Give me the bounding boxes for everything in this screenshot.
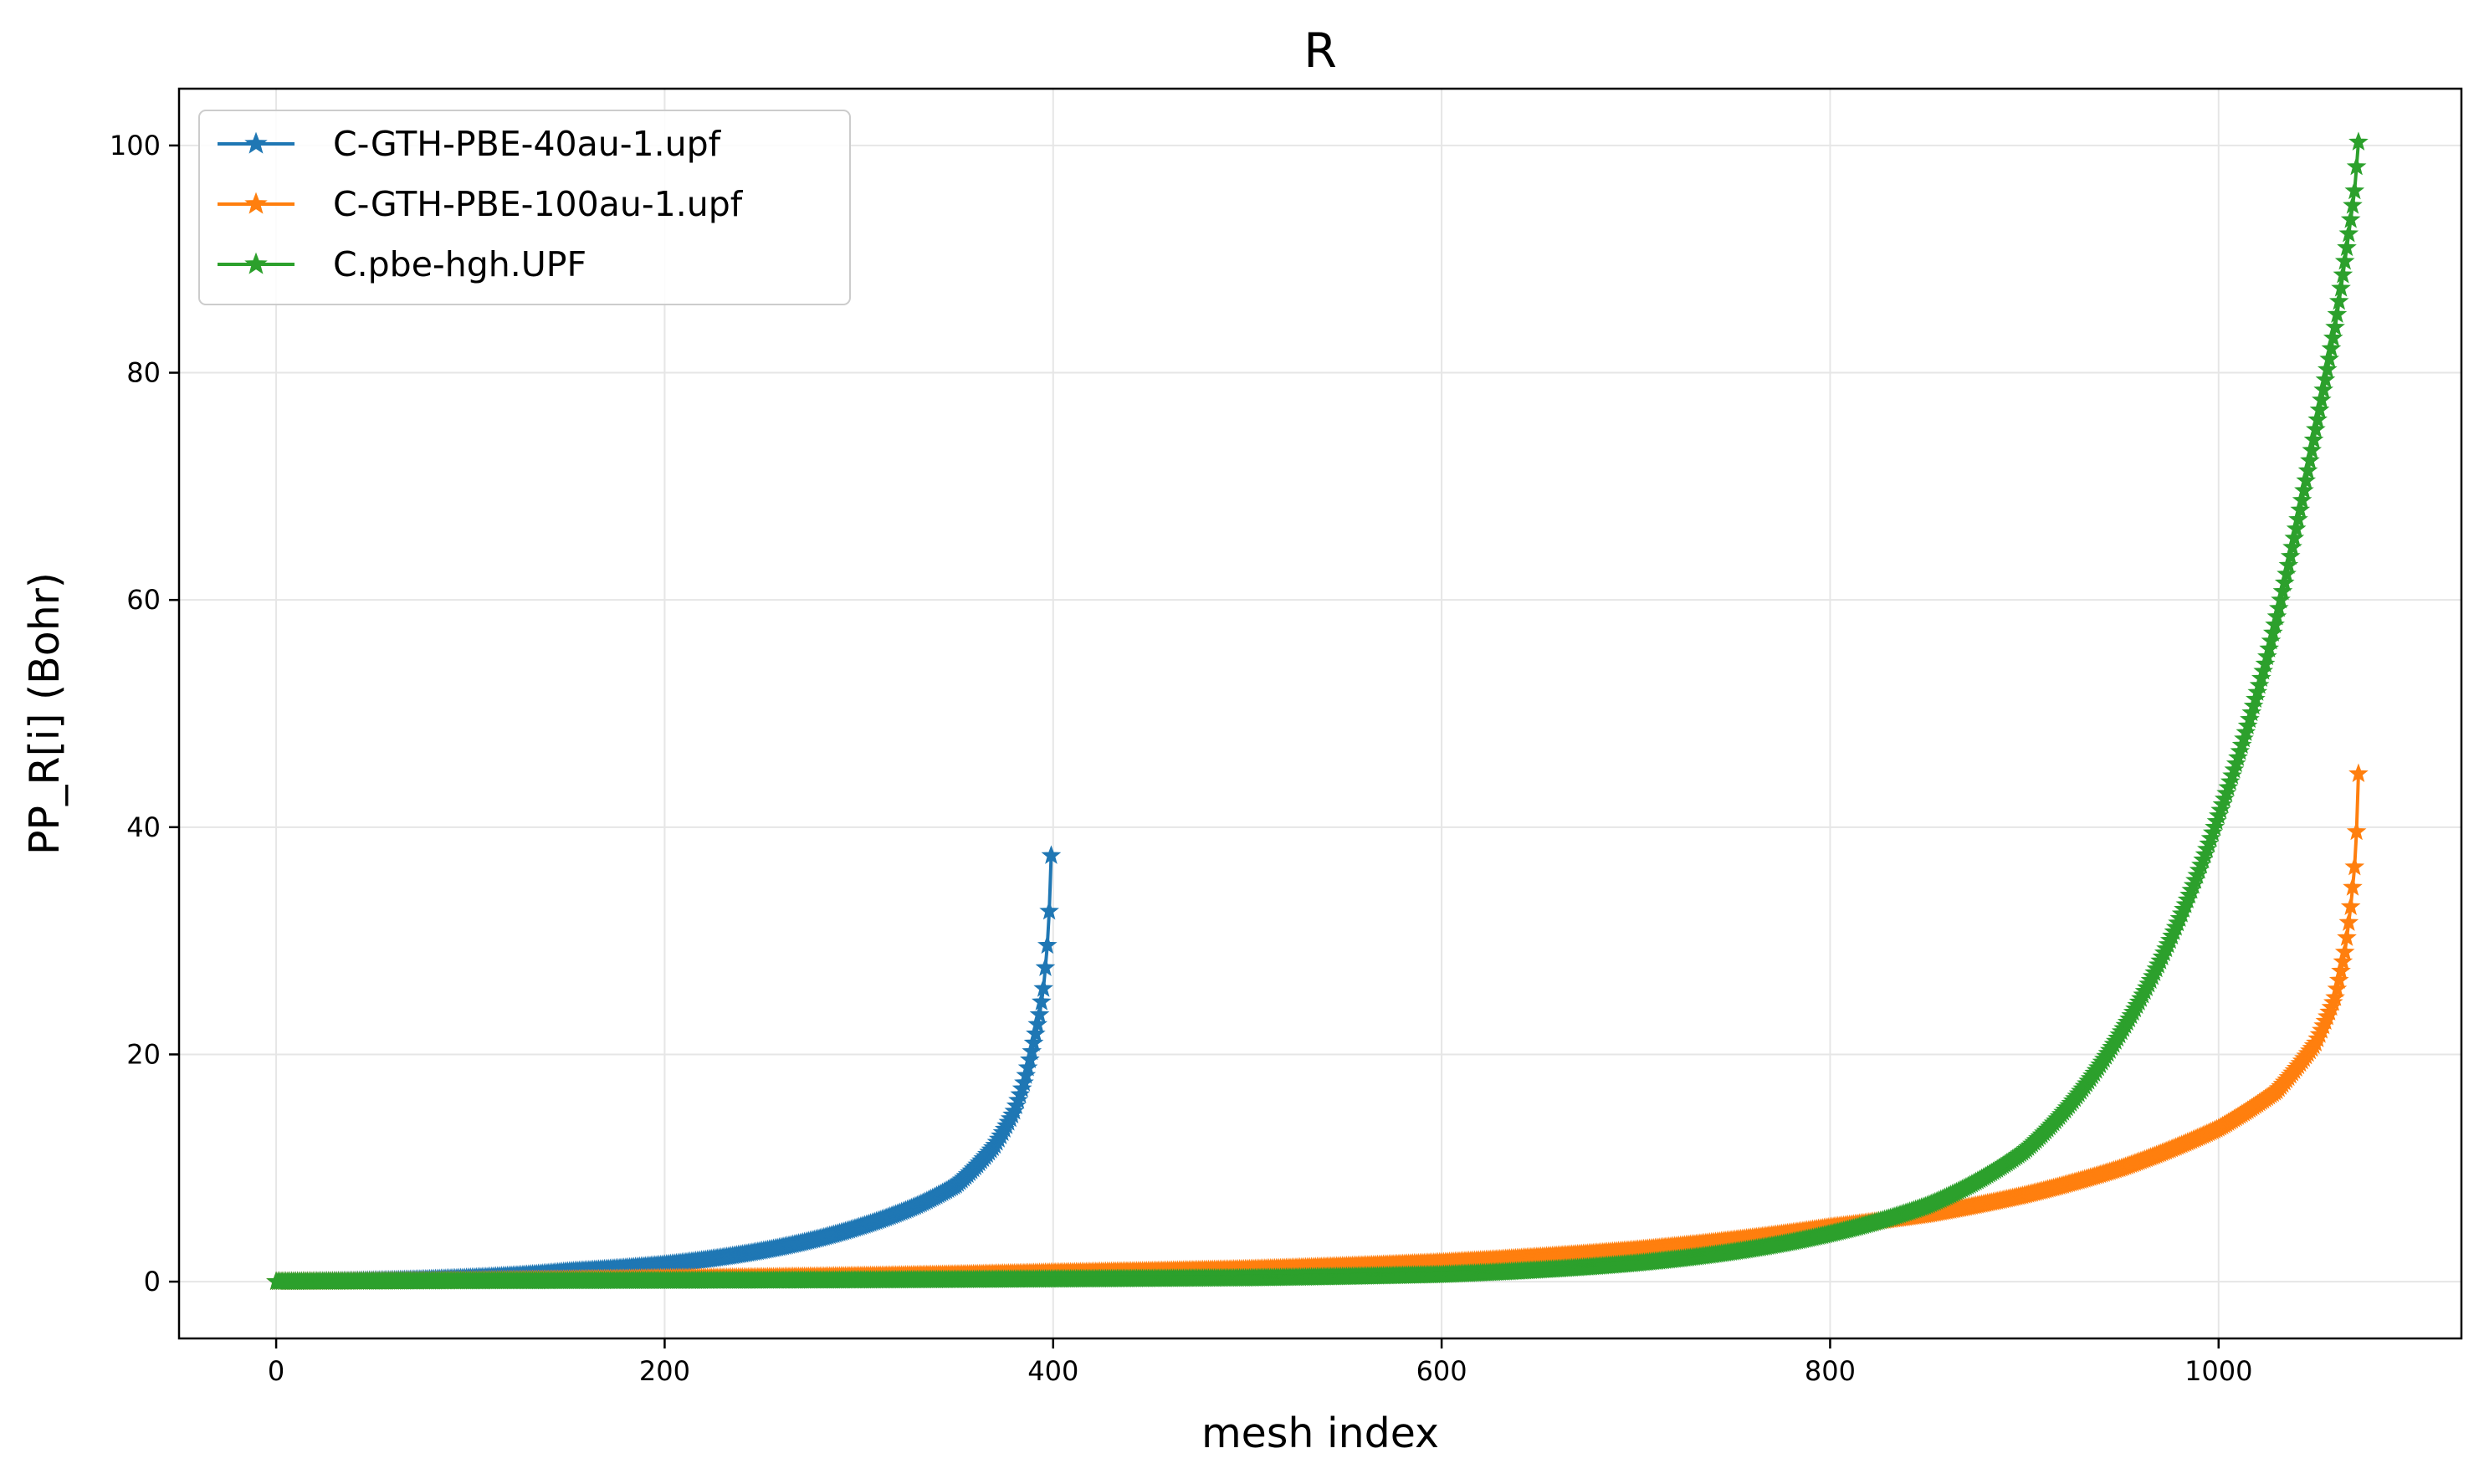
data-point	[2348, 131, 2369, 151]
data-point	[2303, 429, 2324, 449]
data-point	[2346, 821, 2367, 841]
legend-marker	[244, 131, 268, 154]
data-point	[2337, 927, 2357, 946]
data-point	[2317, 359, 2338, 378]
legend: C-GTH-PBE-40au-1.upf C-GTH-PBE-100au-1.up…	[198, 110, 851, 305]
data-point	[1033, 978, 1053, 997]
legend-entry: C-GTH-PBE-40au-1.upf	[218, 124, 722, 164]
data-point	[2325, 316, 2345, 336]
y-tick-label: 40	[126, 811, 161, 843]
y-axis-label: PP_R[i] (Bohr)	[21, 572, 69, 855]
data-point	[1035, 957, 1056, 976]
data-point	[2338, 912, 2359, 931]
x-tick-label: 600	[1416, 1355, 1467, 1387]
series-3	[266, 131, 2369, 1291]
data-point	[2340, 896, 2361, 915]
series-markers	[266, 131, 2369, 1291]
data-point	[1032, 991, 1052, 1011]
data-point	[2334, 941, 2355, 961]
x-tick-label: 1000	[2184, 1355, 2252, 1387]
data-point	[2344, 180, 2365, 200]
data-point	[2328, 290, 2349, 310]
data-point	[2321, 338, 2342, 357]
legend-marker	[244, 252, 268, 274]
data-point	[2343, 877, 2363, 896]
legend-marker	[244, 192, 268, 214]
ticks: 0 200 400 600 800 1000 0 20 40 60 80 100	[110, 130, 2253, 1387]
data-point	[2337, 237, 2357, 257]
y-tick-label: 80	[126, 357, 161, 389]
data-point	[2331, 278, 2351, 297]
x-tick-label: 800	[1805, 1355, 1856, 1387]
x-tick-label: 200	[639, 1355, 690, 1387]
legend-label: C-GTH-PBE-100au-1.upf	[333, 184, 744, 224]
data-point	[2334, 251, 2355, 270]
data-point	[2340, 209, 2361, 228]
grid	[179, 89, 2461, 1338]
x-axis-label: mesh index	[1201, 1410, 1439, 1457]
x-tick-label: 0	[268, 1355, 284, 1387]
series-layer	[266, 131, 2369, 1291]
data-point	[1037, 934, 1058, 954]
data-point	[2323, 327, 2343, 347]
y-tick-label: 0	[144, 1266, 161, 1297]
legend-label: C.pbe-hgh.UPF	[333, 244, 586, 284]
chart-title: R	[1303, 23, 1337, 79]
data-point	[2348, 763, 2369, 783]
data-point	[2327, 304, 2348, 323]
legend-box	[198, 110, 851, 305]
data-point	[2319, 348, 2339, 368]
legend-entry: C-GTH-PBE-100au-1.upf	[218, 184, 744, 224]
y-tick-label: 100	[110, 130, 161, 161]
data-point	[1029, 1004, 1050, 1023]
plot-frame	[177, 87, 2463, 1340]
data-point	[2346, 156, 2367, 176]
legend-entry: C.pbe-hgh.UPF	[218, 244, 586, 284]
y-tick-label: 20	[126, 1038, 161, 1070]
data-point	[2343, 195, 2363, 214]
data-point	[1041, 845, 1062, 864]
y-tick-label: 60	[126, 584, 161, 616]
x-tick-label: 400	[1027, 1355, 1078, 1387]
data-point	[1039, 900, 1059, 920]
data-point	[2344, 856, 2365, 876]
data-point	[2302, 439, 2323, 459]
legend-label: C-GTH-PBE-40au-1.upf	[333, 124, 722, 164]
data-point	[2338, 223, 2359, 243]
data-point	[2333, 264, 2353, 284]
